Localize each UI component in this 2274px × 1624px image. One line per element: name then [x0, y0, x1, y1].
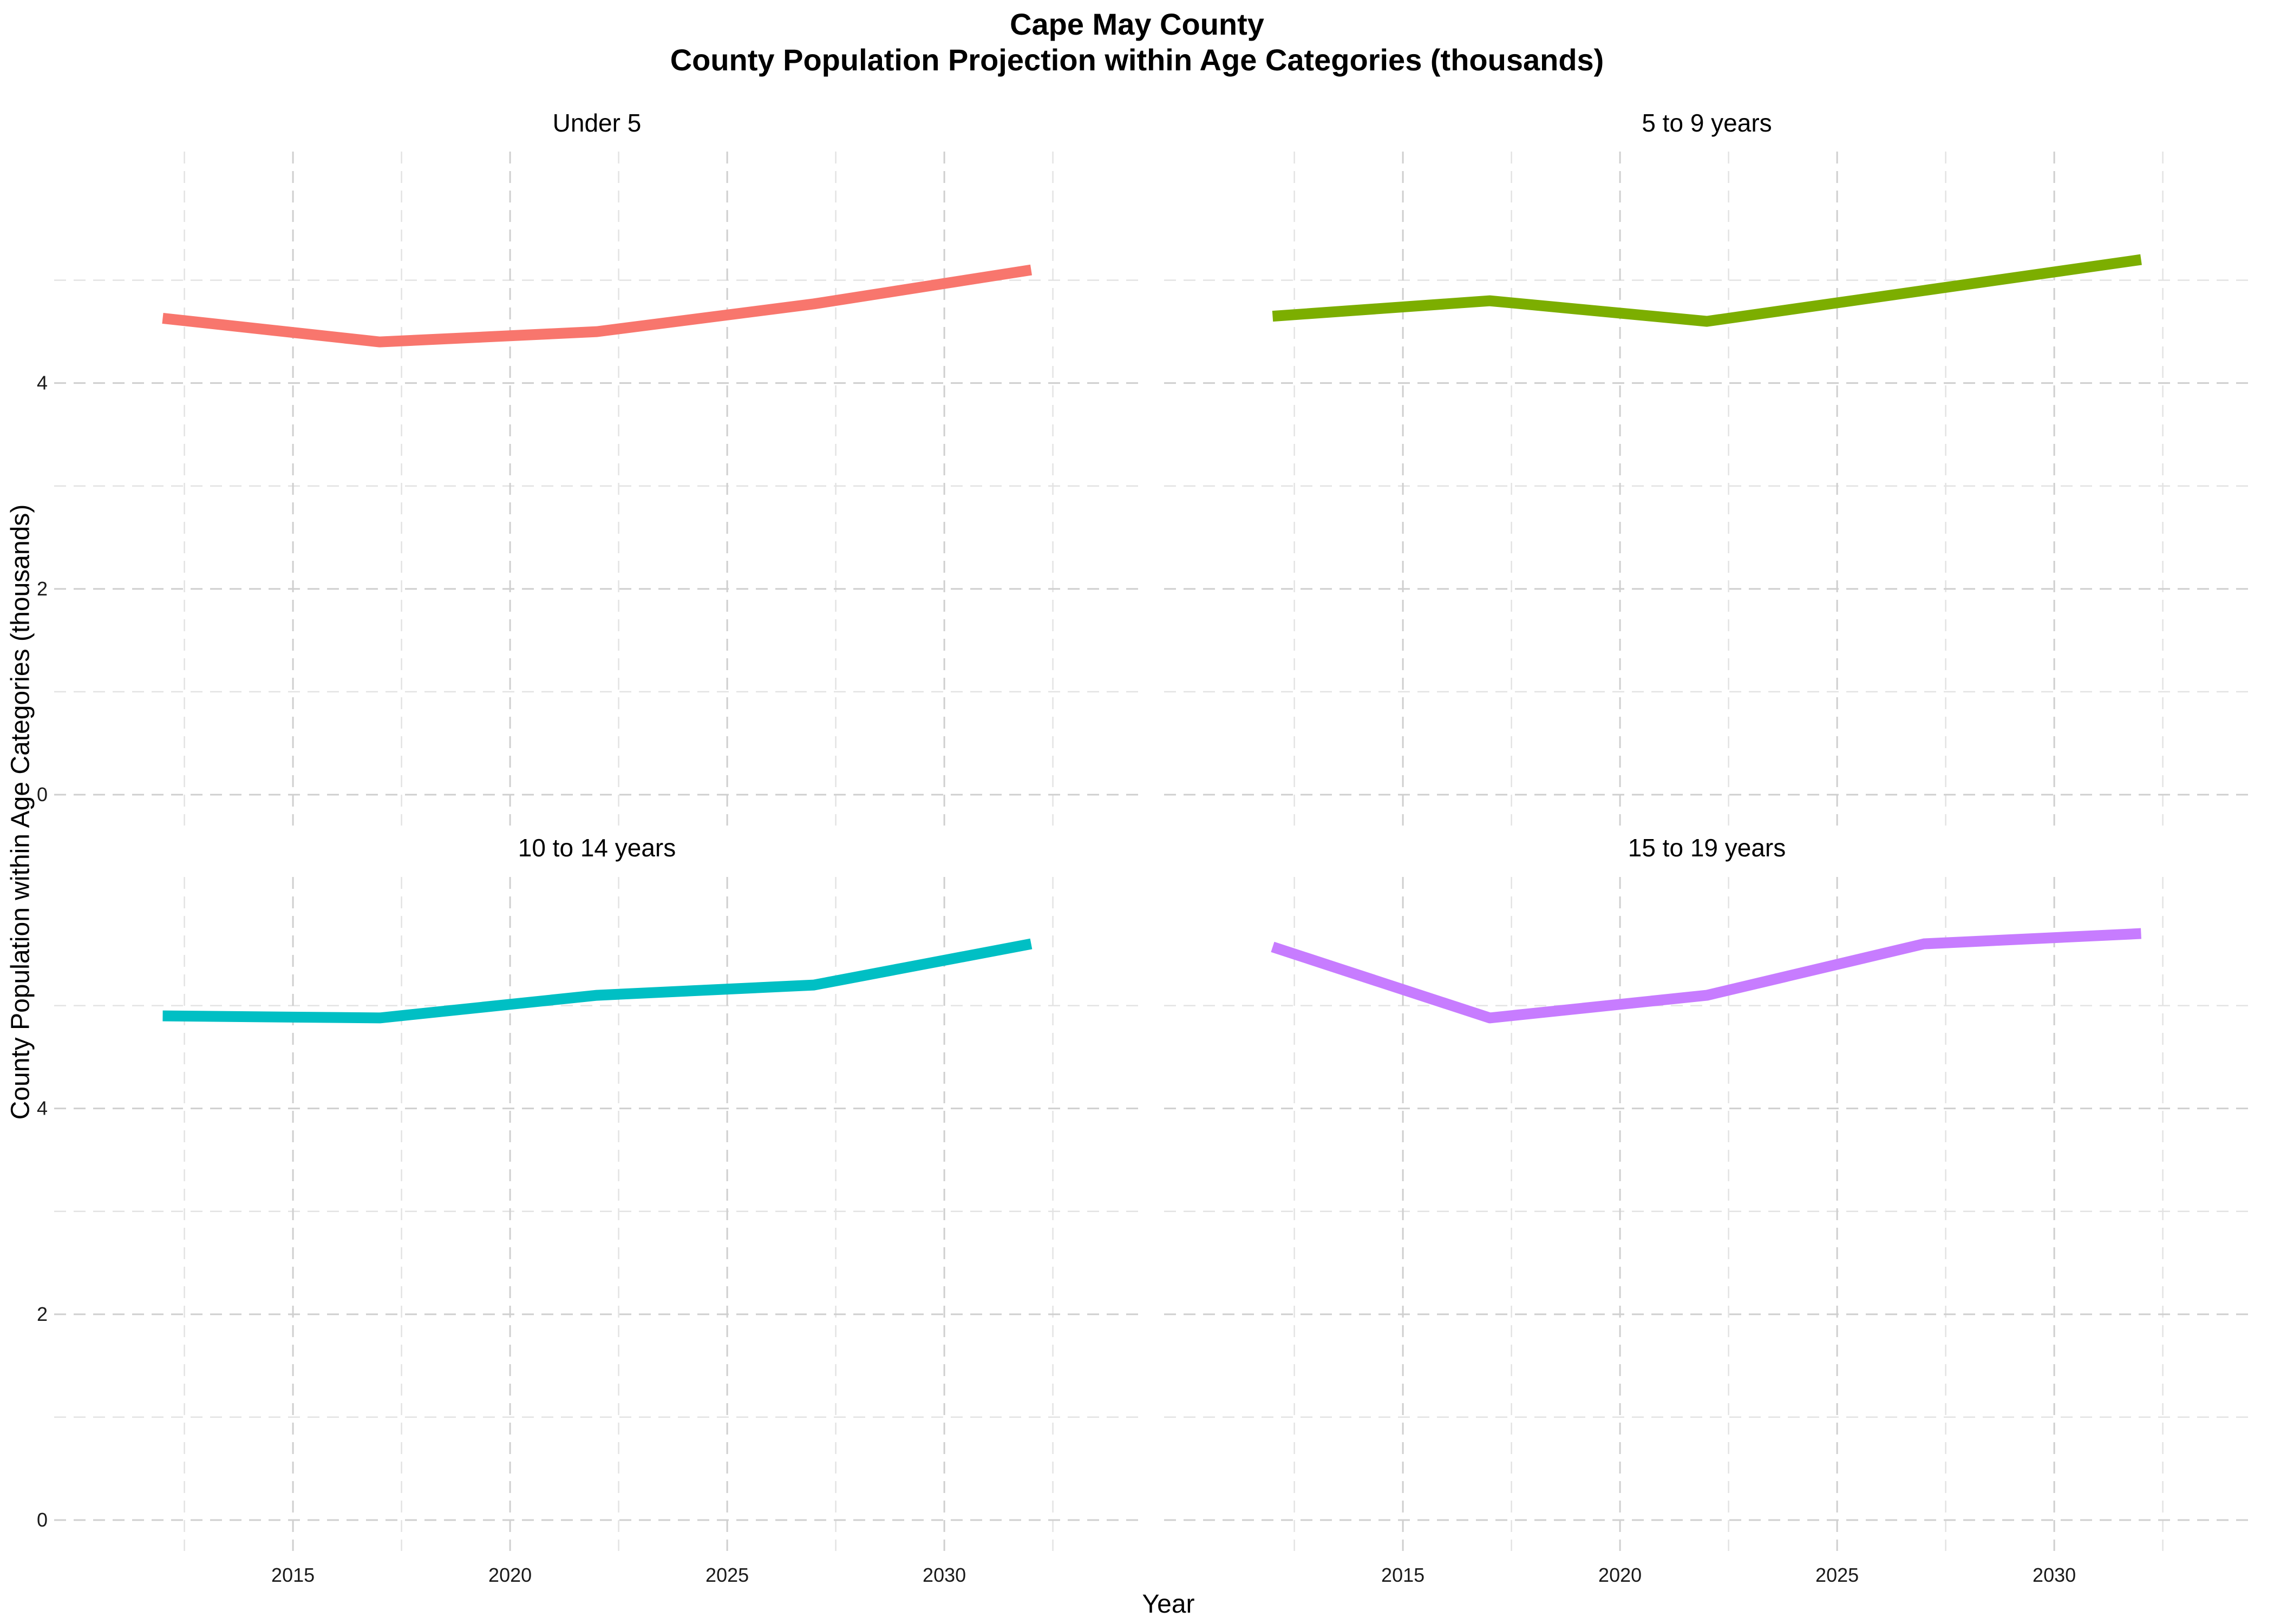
series-line [162, 938, 1033, 1024]
y-tick-label: 4 [37, 1097, 48, 1119]
facet-title: 15 to 19 years [1628, 834, 1786, 862]
facet-title: 10 to 14 years [518, 834, 676, 862]
series-line [1271, 928, 2141, 1024]
y-tick-label: 0 [37, 1509, 48, 1531]
x-tick-label: 2030 [923, 1564, 966, 1586]
x-tick-label: 2025 [1815, 1564, 1859, 1586]
chart-title: Cape May County [1010, 7, 1264, 41]
facet-title: 5 to 9 years [1642, 109, 1772, 137]
panel-1: Under 5 0 2 4 [37, 109, 1140, 826]
y-tick-label: 2 [37, 578, 48, 600]
x-tick-label: 2015 [1381, 1564, 1424, 1586]
panel-2: 5 to 9 years [1164, 109, 2250, 826]
panel-4: 15 to 19 years 2015 2020 2025 2030 [1164, 834, 2250, 1586]
x-tick-label: 2020 [488, 1564, 532, 1586]
y-tick-label: 0 [37, 783, 48, 806]
panel-3: 10 to 14 years 0 2 4 2015 2020 2025 2030 [37, 834, 1140, 1586]
facet-title: Under 5 [553, 109, 642, 137]
x-tick-label: 2025 [705, 1564, 749, 1586]
x-axis-label: Year [1142, 1590, 1195, 1619]
series-line [162, 264, 1033, 348]
y-tick-label: 2 [37, 1303, 48, 1325]
x-tick-label: 2015 [271, 1564, 315, 1586]
y-tick-label: 4 [37, 372, 48, 394]
x-tick-label: 2030 [2033, 1564, 2076, 1586]
series-line [1272, 254, 2142, 327]
x-tick-label: 2020 [1598, 1564, 1642, 1586]
chart-subtitle: County Population Projection within Age … [670, 43, 1604, 77]
